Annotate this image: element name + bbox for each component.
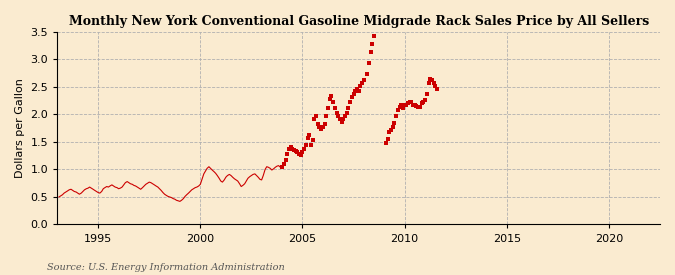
Title: Monthly New York Conventional Gasoline Midgrade Rack Sales Price by All Sellers: Monthly New York Conventional Gasoline M… bbox=[69, 15, 649, 28]
Point bbox=[401, 103, 412, 107]
Y-axis label: Dollars per Gallon: Dollars per Gallon bbox=[15, 78, 25, 178]
Point bbox=[314, 124, 325, 129]
Point bbox=[294, 151, 304, 156]
Point bbox=[313, 122, 323, 126]
Point bbox=[353, 89, 364, 94]
Point bbox=[323, 106, 333, 110]
Point bbox=[280, 158, 291, 162]
Point bbox=[328, 100, 339, 104]
Point bbox=[288, 148, 299, 152]
Point bbox=[299, 147, 310, 151]
Point bbox=[297, 150, 308, 154]
Point bbox=[369, 34, 379, 39]
Point bbox=[304, 133, 315, 138]
Point bbox=[338, 117, 349, 121]
Point bbox=[278, 162, 289, 166]
Point bbox=[391, 113, 402, 118]
Point bbox=[292, 150, 303, 154]
Point bbox=[423, 81, 434, 85]
Point bbox=[307, 138, 318, 142]
Point bbox=[414, 104, 425, 109]
Point bbox=[333, 114, 344, 118]
Point bbox=[363, 61, 374, 65]
Point bbox=[310, 114, 321, 118]
Point bbox=[418, 100, 429, 104]
Point bbox=[398, 106, 408, 110]
Point bbox=[345, 100, 356, 104]
Point bbox=[355, 84, 366, 88]
Point bbox=[321, 114, 332, 118]
Point bbox=[425, 76, 435, 81]
Point bbox=[387, 124, 398, 129]
Point bbox=[281, 152, 292, 156]
Point bbox=[329, 106, 340, 110]
Point bbox=[385, 128, 396, 132]
Point bbox=[317, 124, 328, 129]
Point bbox=[319, 122, 330, 126]
Point bbox=[408, 102, 418, 107]
Point bbox=[431, 86, 442, 91]
Point bbox=[296, 152, 306, 157]
Point bbox=[367, 42, 378, 46]
Point bbox=[358, 78, 369, 82]
Point bbox=[277, 164, 288, 169]
Point bbox=[365, 50, 376, 54]
Point bbox=[286, 145, 296, 150]
Point bbox=[300, 143, 311, 147]
Point bbox=[340, 114, 350, 118]
Point bbox=[316, 127, 327, 131]
Point bbox=[362, 72, 373, 76]
Point bbox=[410, 103, 421, 107]
Point bbox=[302, 136, 313, 140]
Point bbox=[287, 147, 298, 151]
Point bbox=[382, 137, 393, 141]
Point bbox=[394, 105, 405, 109]
Point bbox=[389, 120, 400, 125]
Point bbox=[336, 119, 347, 124]
Point bbox=[346, 95, 357, 99]
Point bbox=[428, 80, 439, 85]
Point bbox=[343, 106, 354, 110]
Point bbox=[396, 102, 406, 107]
Point bbox=[421, 92, 432, 96]
Point bbox=[309, 117, 320, 121]
Point bbox=[290, 148, 301, 153]
Point bbox=[403, 101, 414, 106]
Point bbox=[399, 103, 410, 107]
Point bbox=[348, 92, 359, 96]
Text: Source: U.S. Energy Information Administration: Source: U.S. Energy Information Administ… bbox=[47, 263, 285, 272]
Point bbox=[284, 146, 294, 151]
Point bbox=[331, 111, 342, 116]
Point bbox=[326, 94, 337, 98]
Point bbox=[430, 84, 441, 88]
Point bbox=[352, 86, 362, 91]
Point bbox=[404, 100, 415, 104]
Point bbox=[416, 101, 427, 106]
Point bbox=[357, 81, 368, 85]
Point bbox=[392, 108, 403, 112]
Point bbox=[420, 97, 431, 102]
Point bbox=[427, 78, 437, 82]
Point bbox=[381, 141, 392, 145]
Point bbox=[384, 130, 395, 134]
Point bbox=[411, 103, 422, 108]
Point bbox=[342, 111, 352, 116]
Point bbox=[335, 117, 346, 121]
Point bbox=[413, 105, 424, 109]
Point bbox=[324, 97, 335, 101]
Point bbox=[350, 89, 360, 94]
Point bbox=[406, 100, 416, 104]
Point bbox=[306, 142, 317, 147]
